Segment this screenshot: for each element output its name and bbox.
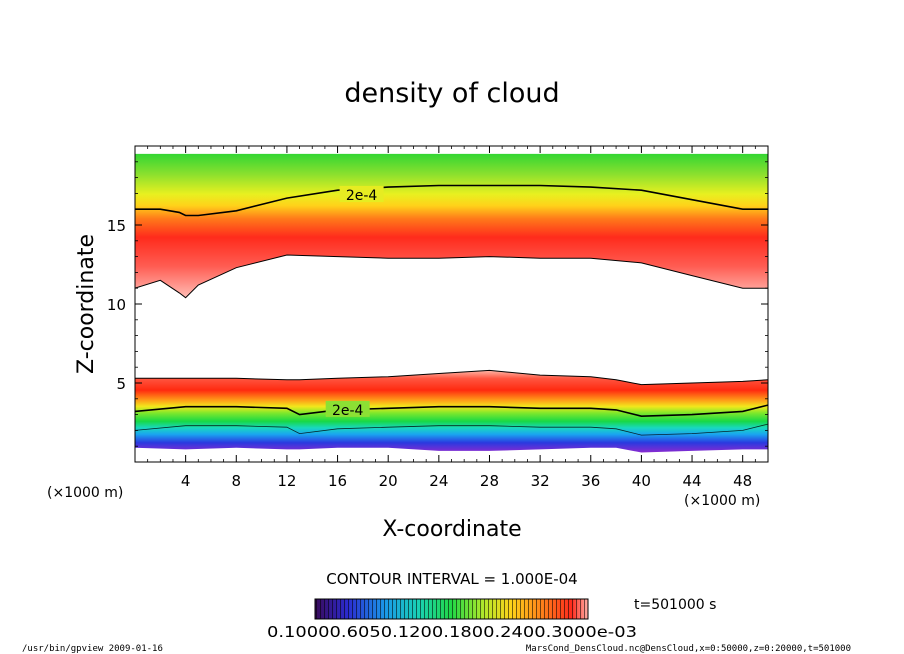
contour-label-lower: 2e-4 [332,403,364,419]
footer-right: MarsCond_DensCloud.nc@DensCloud,x=0:5000… [526,644,851,654]
x-tick-label: 24 [429,472,448,490]
chart-title: density of cloud [344,78,559,109]
plot-area [135,146,768,462]
upper-cloud-band [135,153,768,298]
upper-band-edge-line [135,254,768,299]
contour-label-bg-upper [339,185,384,202]
time-label: t=501000 s [634,597,716,613]
y-axis-label: Z-coordinate [74,234,99,374]
lower-cloud-band [135,370,768,453]
lower-secondary-contour [135,423,768,436]
colorbar-labels: 0.10000.6050.1200.1800.2400.3000e-03 [267,623,637,641]
x-tick-label: 28 [480,472,499,490]
x-unit-right: (×1000 m) [684,493,760,509]
lower-band-edge-line [135,369,768,386]
contour-label-upper: 2e-4 [346,188,378,204]
x-tick-label: 48 [733,472,752,490]
contour-label-bg-lower [325,400,370,417]
x-axis-label: X-coordinate [382,517,521,542]
x-tick-label: 32 [531,472,550,490]
x-tick-label: 12 [277,472,296,490]
x-tick-label: 20 [379,472,398,490]
x-tick-label: 44 [682,472,701,490]
x-tick-label: 16 [328,472,347,490]
y-tick-label: 15 [107,217,126,235]
x-tick-label: 4 [181,472,191,490]
x-tick-label: 36 [581,472,600,490]
lower-contour-line [135,404,768,418]
x-unit-left: (×1000 m) [47,485,123,501]
y-tick-label: 10 [107,296,126,314]
upper-contour-line [135,184,768,217]
y-axis: 5 10 15 [107,161,768,447]
x-tick-label: 8 [232,472,242,490]
contour-interval-text: CONTOUR INTERVAL = 1.000E-04 [326,570,577,588]
x-tick-label: 40 [632,472,651,490]
x-axis: 4 8 12 16 20 24 28 32 36 40 44 48 [147,146,756,490]
footer-left: /usr/bin/gpview 2009-01-16 [22,644,163,654]
y-tick-label: 5 [116,375,126,393]
colorbar-ticks [315,599,588,619]
